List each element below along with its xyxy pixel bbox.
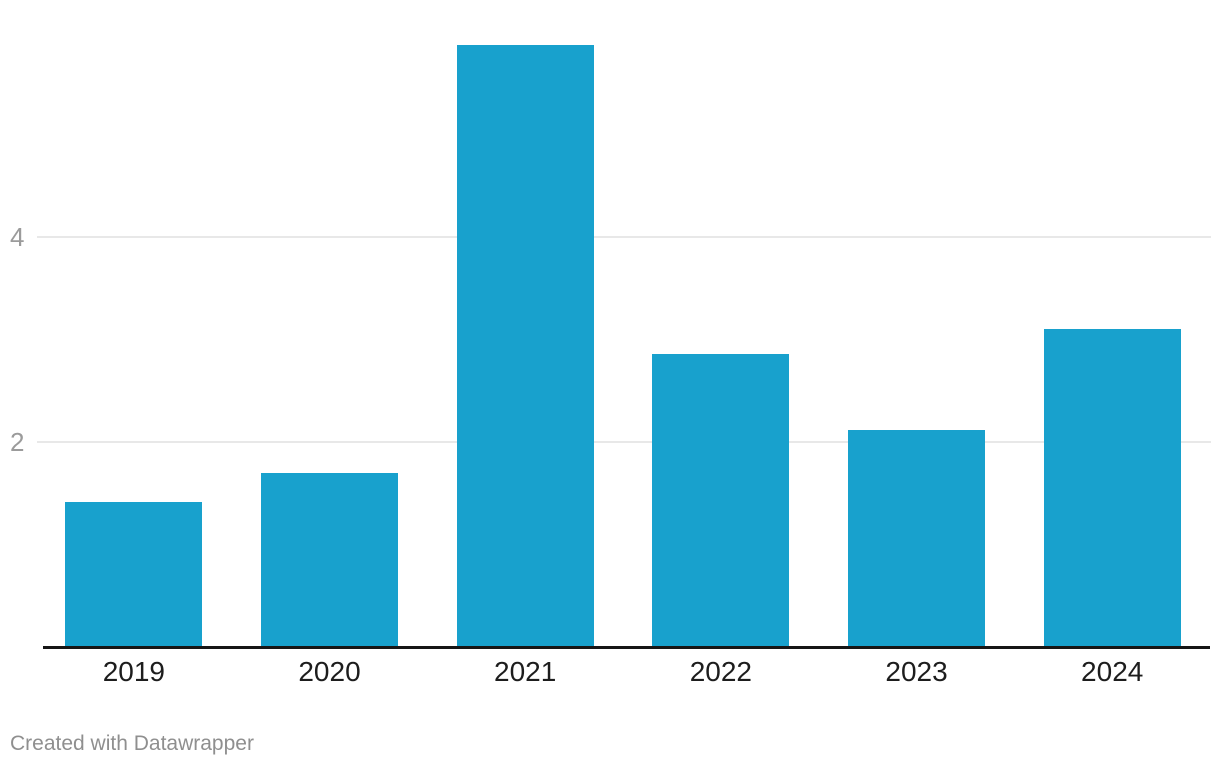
plot-area <box>36 0 1210 646</box>
x-tick-label-2019: 2019 <box>102 656 165 687</box>
y-tick-label: 2 <box>10 426 25 457</box>
x-tick-label-2022: 2022 <box>689 656 752 687</box>
bar-2020 <box>261 473 398 646</box>
bar-slot-2022 <box>623 0 819 646</box>
bar-2022 <box>652 353 790 646</box>
bar-2019 <box>65 501 203 646</box>
bar-slot-2023 <box>819 0 1015 646</box>
x-tick-label-2024: 2024 <box>1081 656 1144 687</box>
x-axis-labels: 2019 2020 2021 2022 2023 2024 <box>36 656 1210 688</box>
bar-slot-2024 <box>1014 0 1210 646</box>
bar-2023 <box>848 430 985 646</box>
bar-2024 <box>1043 329 1181 646</box>
bar-slot-2021 <box>427 0 623 646</box>
bar-slot-2020 <box>232 0 428 646</box>
gridline <box>37 440 1211 443</box>
x-axis-line <box>43 646 1210 649</box>
datawrapper-attribution-link[interactable]: Created with Datawrapper <box>10 732 254 755</box>
x-tick-label-2023: 2023 <box>885 656 948 687</box>
y-tick-label: 4 <box>10 222 25 252</box>
bar-2021 <box>456 44 594 646</box>
gridline <box>37 236 1211 238</box>
x-tick-label-2020: 2020 <box>298 656 361 687</box>
bar-slot-2019 <box>36 0 232 646</box>
x-tick-label-2021: 2021 <box>494 656 557 687</box>
